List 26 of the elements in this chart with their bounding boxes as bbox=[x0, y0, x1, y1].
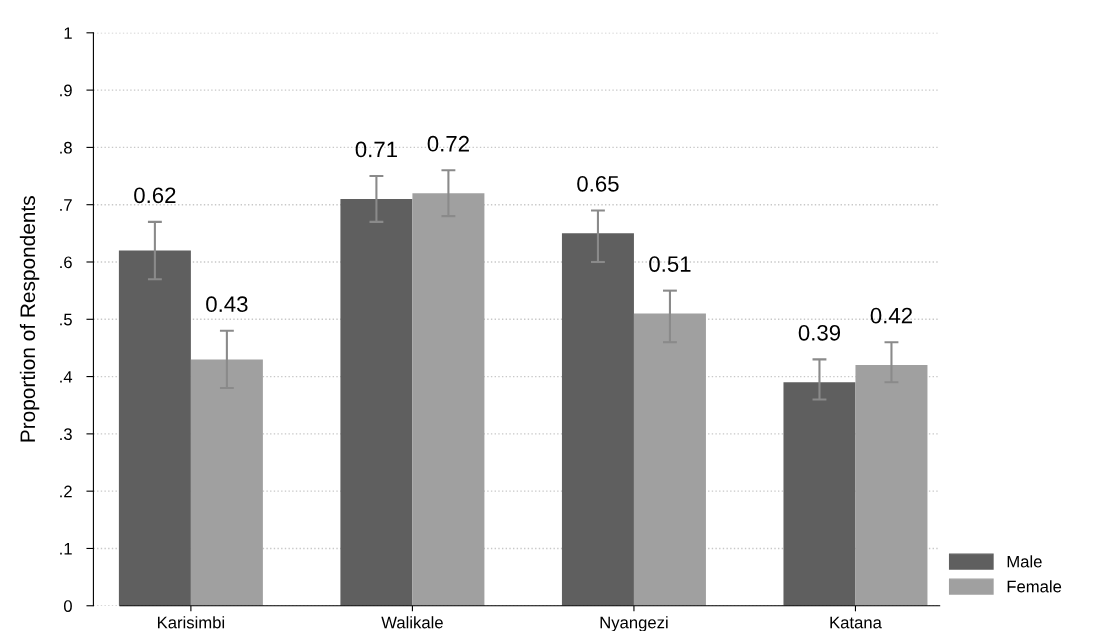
y-axis-title: Proportion of Respondents bbox=[19, 196, 40, 442]
y-tick-label: .6 bbox=[60, 256, 72, 269]
data-label: 0.62 bbox=[134, 187, 176, 204]
y-tick-label: 0 bbox=[63, 600, 72, 612]
data-label: 0.39 bbox=[798, 324, 841, 341]
y-tick-label: .8 bbox=[60, 141, 72, 154]
data-label: 0.42 bbox=[870, 307, 912, 324]
y-tick-label: .2 bbox=[60, 485, 72, 498]
y-tick-label: .7 bbox=[60, 199, 72, 211]
x-tick-label: Nyangezi bbox=[600, 616, 668, 631]
x-tick-label: Karisimbi bbox=[157, 616, 225, 629]
y-tick-label: .1 bbox=[60, 543, 72, 555]
y-tick-label: .4 bbox=[60, 371, 73, 383]
legend-label: Male bbox=[1007, 555, 1042, 568]
data-label: 0.43 bbox=[206, 296, 248, 313]
y-tick-label: .5 bbox=[60, 313, 72, 326]
legend-label: Female bbox=[1007, 580, 1062, 593]
data-label: 0.72 bbox=[427, 135, 469, 152]
data-label: 0.71 bbox=[355, 141, 397, 158]
data-label: 0.65 bbox=[577, 175, 619, 192]
data-label: 0.51 bbox=[649, 256, 691, 272]
y-tick-label: .9 bbox=[60, 84, 72, 97]
x-tick-label: Walikale bbox=[381, 616, 443, 629]
x-tick-label: Katana bbox=[830, 616, 882, 629]
y-tick-label: .3 bbox=[60, 428, 72, 441]
y-tick-label: 1 bbox=[64, 27, 72, 39]
